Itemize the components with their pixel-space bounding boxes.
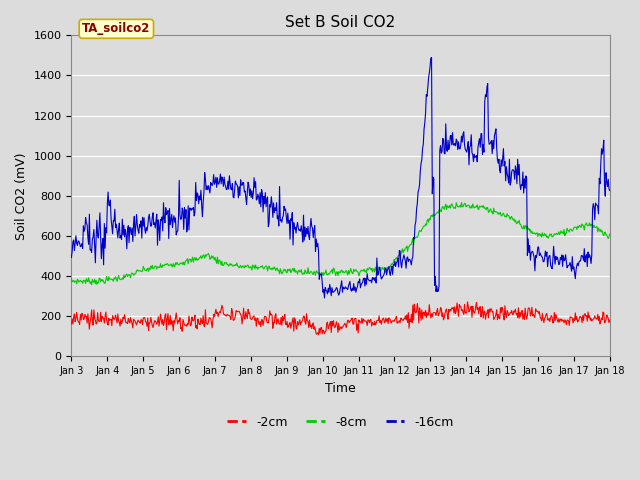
X-axis label: Time: Time: [325, 382, 356, 395]
Title: Set B Soil CO2: Set B Soil CO2: [285, 15, 396, 30]
Y-axis label: Soil CO2 (mV): Soil CO2 (mV): [15, 152, 28, 240]
Text: TA_soilco2: TA_soilco2: [82, 23, 150, 36]
Legend: -2cm, -8cm, -16cm: -2cm, -8cm, -16cm: [223, 411, 459, 434]
